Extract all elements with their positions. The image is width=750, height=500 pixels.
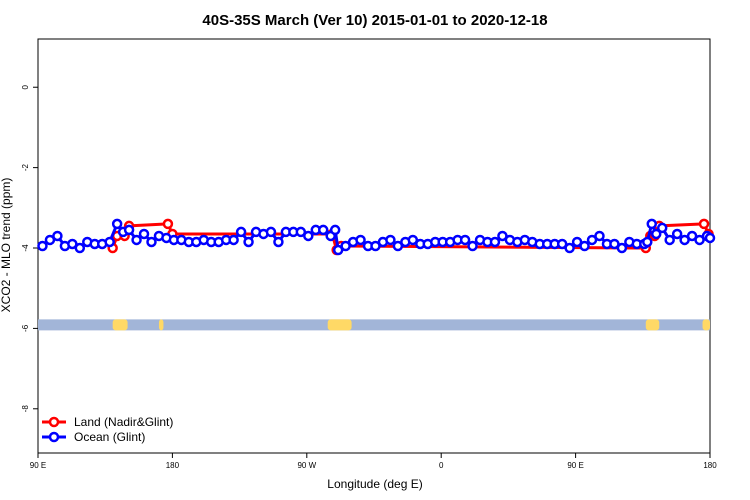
data-point — [235, 226, 247, 238]
data-point — [37, 240, 48, 252]
y-tick-label: 0 — [21, 84, 30, 89]
x-tick-label: 180 — [703, 461, 717, 470]
x-tick-label: 0 — [439, 461, 444, 470]
data-point — [329, 224, 341, 236]
data-point — [459, 234, 471, 246]
data-point — [104, 236, 115, 248]
data-point — [243, 236, 254, 248]
x-tick-label: 180 — [166, 461, 180, 470]
data-point — [579, 240, 590, 252]
series-layer — [37, 218, 716, 256]
series-line-segment — [129, 222, 168, 228]
data-point — [489, 236, 501, 248]
data-point — [385, 234, 396, 246]
data-point — [704, 232, 716, 244]
data-point — [370, 240, 381, 252]
data-point — [303, 230, 314, 242]
data-point — [295, 226, 307, 238]
ocean-band — [38, 319, 710, 331]
x-tick-label: 90 W — [297, 461, 316, 470]
data-point — [138, 228, 150, 240]
y-tick-label: -8 — [21, 405, 30, 413]
data-point — [273, 236, 284, 248]
data-point — [679, 234, 690, 246]
data-point — [131, 234, 142, 246]
legend: Land (Nadir&Glint) Ocean (Glint) — [42, 415, 173, 444]
data-point — [228, 234, 239, 246]
data-point — [111, 218, 123, 230]
data-point — [650, 228, 662, 240]
data-point — [571, 236, 583, 248]
land-patch — [112, 319, 128, 331]
data-point — [656, 222, 668, 234]
series-ocean — [37, 218, 716, 256]
data-point — [556, 238, 568, 250]
x-axis: 90 E 180 90 W 0 90 E 180 — [30, 453, 717, 470]
land-patch — [158, 319, 164, 331]
legend-marker-land — [48, 416, 60, 428]
data-point — [594, 230, 605, 242]
data-point — [564, 242, 575, 254]
data-point — [467, 240, 478, 252]
land-ocean-mask — [38, 319, 710, 331]
data-point — [686, 230, 698, 242]
data-point — [74, 242, 86, 254]
data-point — [642, 236, 653, 248]
y-axis: 0 -2 -4 -6 -8 — [21, 84, 38, 412]
legend-label-land: Land (Nadir&Glint) — [74, 415, 173, 429]
data-point — [162, 218, 174, 230]
legend-label-ocean: Ocean (Glint) — [74, 430, 145, 444]
x-axis-label: Longitude (deg E) — [327, 477, 422, 491]
chart-title: 40S-35S March (Ver 10) 2015-01-01 to 202… — [202, 12, 547, 29]
data-point — [355, 234, 366, 246]
data-point — [671, 228, 683, 240]
y-tick-label: -6 — [21, 324, 30, 332]
data-point — [609, 238, 620, 250]
data-point — [497, 230, 508, 242]
x-tick-label: 90 E — [30, 461, 46, 470]
data-point — [265, 226, 277, 238]
data-point — [586, 234, 598, 246]
data-point — [317, 224, 329, 236]
data-point — [392, 240, 404, 252]
data-point — [52, 230, 63, 242]
data-point — [340, 240, 351, 252]
land-patch — [645, 319, 660, 331]
data-point — [646, 218, 658, 230]
data-point — [616, 242, 628, 254]
legend-marker-ocean — [48, 431, 60, 443]
data-point — [146, 236, 157, 248]
data-point — [664, 234, 675, 246]
y-tick-label: -4 — [21, 244, 30, 252]
land-patch — [702, 319, 710, 331]
y-tick-label: -2 — [21, 164, 30, 172]
data-point — [44, 234, 56, 246]
data-point — [332, 244, 344, 256]
data-point — [123, 224, 135, 236]
data-point — [67, 238, 78, 250]
x-tick-label: 90 E — [567, 461, 583, 470]
data-point — [694, 234, 705, 246]
y-axis-label: XCO2 - MLO trend (ppm) — [0, 178, 13, 313]
data-point — [698, 218, 710, 230]
land-patch — [327, 319, 352, 331]
data-point — [407, 234, 419, 246]
